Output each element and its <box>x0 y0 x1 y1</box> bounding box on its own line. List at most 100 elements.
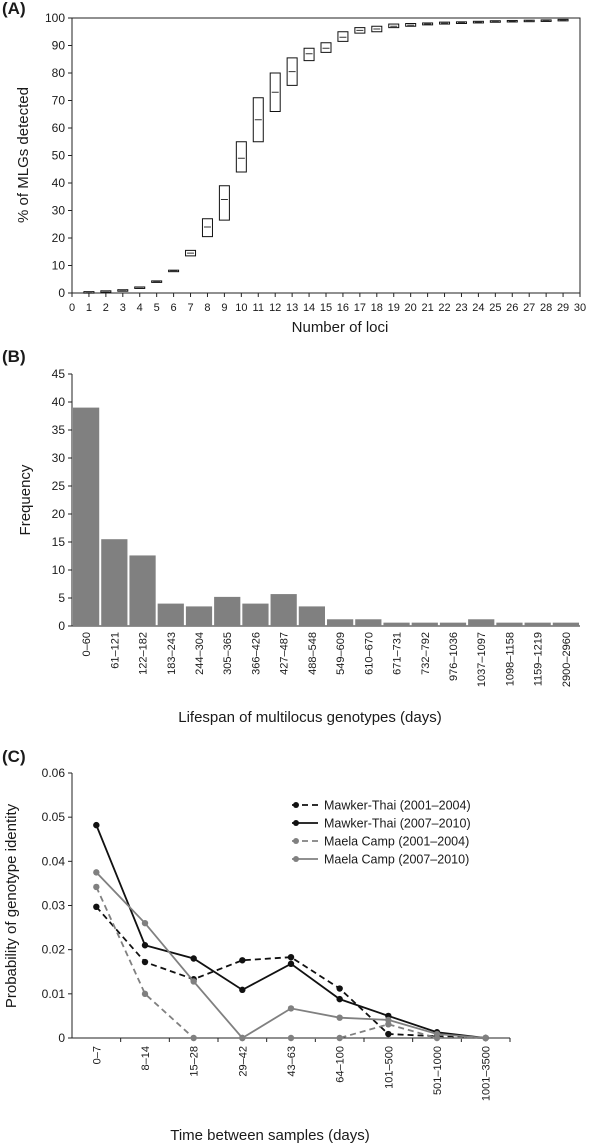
panel-a-box <box>201 218 213 238</box>
panel-b-x-tick-label: 2900–2960 <box>561 632 573 687</box>
panel-a-x-tick-label: 25 <box>489 302 501 314</box>
panel-b-bar <box>524 622 551 626</box>
panel-c-legend-label: Maela Camp (2001–2004) <box>324 835 469 849</box>
panel-b-bar <box>298 606 325 626</box>
panel-a-label: (A) <box>2 0 26 18</box>
panel-a-x-tick-label: 30 <box>574 302 586 314</box>
panel-b-x-tick-label: 366–426 <box>250 632 262 675</box>
panel-c-series-point <box>190 955 197 962</box>
panel-a-y-tick-label: 80 <box>52 66 66 80</box>
panel-a-y-tick-label: 100 <box>45 11 65 25</box>
panel-c-x-tick-label: 501–1000 <box>432 1046 444 1095</box>
panel-b-bar <box>468 619 495 626</box>
panel-c-series-point <box>385 1016 392 1024</box>
panel-b-bar <box>185 606 213 626</box>
panel-b-chart: (B) Lifespan of multilocus genotypes (da… <box>2 347 580 726</box>
panel-b-x-axis-title: Lifespan of multilocus genotypes (days) <box>178 709 441 726</box>
panel-b-label: (B) <box>2 347 26 366</box>
panel-b-x-tick-label: 610–670 <box>363 632 375 675</box>
panel-b-bar <box>439 622 467 626</box>
panel-a-box <box>303 47 315 62</box>
panel-c-legend-label: Maela Camp (2007–2010) <box>324 853 469 867</box>
panel-b-x-tick-label: 732–792 <box>420 632 432 675</box>
panel-a-x-tick-label: 0 <box>69 302 75 314</box>
panel-c-series-point <box>141 919 149 927</box>
panel-c-y-tick-label: 0 <box>58 1031 65 1045</box>
panel-a-y-tick-label: 90 <box>52 39 66 53</box>
panel-a-x-tick-label: 19 <box>388 302 400 314</box>
panel-a-x-tick-label: 16 <box>337 302 349 314</box>
panel-b-bar <box>129 555 156 626</box>
panel-a-y-tick-label: 0 <box>58 286 65 300</box>
panel-a-y-tick-label: 20 <box>52 231 66 245</box>
panel-a-x-tick-label: 3 <box>120 302 126 314</box>
panel-b-x-tick-label: 1159–1219 <box>533 632 545 686</box>
panel-b-x-tick-label: 1098–1158 <box>504 632 516 686</box>
panel-a-x-tick-label: 29 <box>557 302 569 314</box>
panel-c-y-axis-title: Probability of genotype identity <box>3 803 20 1008</box>
panel-a-y-tick-label: 70 <box>52 94 66 108</box>
panel-c-x-tick-label: 1001–3500 <box>481 1046 493 1101</box>
panel-a-x-tick-label: 18 <box>371 302 383 314</box>
panel-b-bar <box>411 622 438 626</box>
panel-c-legend-marker <box>293 838 299 844</box>
panel-b-x-tick-label: 305–365 <box>222 632 234 675</box>
panel-b-x-tick-label: 244–304 <box>194 632 206 675</box>
panel-b-x-tick-label: 122–182 <box>138 632 150 675</box>
panel-b-bar <box>157 603 184 626</box>
panel-c-series-point <box>141 990 149 998</box>
panel-c-series-point <box>287 953 295 961</box>
panel-c-series-point <box>287 960 295 967</box>
panel-c-chart: (C) Time between samples (days) Probabil… <box>2 747 511 1144</box>
panel-b-x-tick-label: 427–487 <box>279 632 291 675</box>
panel-a-x-tick-label: 24 <box>472 302 484 314</box>
panel-c-series-point <box>239 986 246 994</box>
panel-a-x-tick-label: 13 <box>286 302 298 314</box>
panel-c-y-tick-label: 0.01 <box>42 987 66 1001</box>
panel-c-series-point <box>433 1030 441 1038</box>
panel-b-y-tick-label: 35 <box>52 423 66 437</box>
panel-a-x-tick-label: 28 <box>540 302 552 314</box>
panel-c-x-tick-label: 15–28 <box>189 1046 201 1077</box>
panel-b-x-tick-label: 549–609 <box>335 632 347 675</box>
panel-c-legend-marker <box>293 802 299 808</box>
panel-a-x-tick-label: 17 <box>354 302 366 314</box>
panel-c-legend-marker <box>293 856 299 862</box>
panel-b-y-tick-label: 25 <box>52 479 66 493</box>
panel-c-series-point <box>336 985 343 992</box>
panel-a-x-tick-label: 7 <box>187 302 193 314</box>
panel-b-bar <box>327 619 354 626</box>
panel-b-x-tick-label: 0–60 <box>81 632 93 656</box>
panel-b-y-tick-label: 15 <box>52 535 66 549</box>
panel-a-x-tick-label: 6 <box>171 302 177 314</box>
panel-c-legend-label: Mawker-Thai (2001–2004) <box>324 799 471 813</box>
panel-c-series-point <box>93 869 100 876</box>
panel-c-series-point <box>336 995 343 1003</box>
panel-a-x-tick-label: 27 <box>523 302 535 314</box>
panel-a-x-tick-label: 1 <box>86 302 92 314</box>
panel-c-x-tick-label: 64–100 <box>335 1046 347 1083</box>
panel-b-y-tick-label: 5 <box>58 591 65 605</box>
panel-c-y-tick-label: 0.06 <box>42 766 66 780</box>
panel-b-y-tick-label: 40 <box>52 395 66 409</box>
panel-b-bar <box>73 407 100 626</box>
panel-a-x-tick-label: 10 <box>235 302 247 314</box>
panel-c-series-point <box>336 1034 343 1042</box>
panel-b-bar <box>552 622 579 626</box>
panel-a-x-tick-label: 12 <box>269 302 281 314</box>
panel-b-x-tick-label: 671–731 <box>392 632 404 675</box>
panel-c-x-axis-title: Time between samples (days) <box>170 1127 370 1144</box>
panel-c-series-point <box>336 1014 343 1021</box>
panel-c-series-point <box>239 1034 246 1042</box>
panel-a-x-tick-label: 26 <box>506 302 518 314</box>
panel-c-x-tick-label: 43–63 <box>286 1046 298 1077</box>
panel-c-series-point <box>385 1021 392 1028</box>
panel-c-series-point <box>190 1034 197 1042</box>
panel-c-y-tick-label: 0.05 <box>42 810 66 824</box>
panel-c-series-point <box>93 883 100 891</box>
panel-c-y-tick-label: 0.03 <box>42 899 66 913</box>
panel-c-series-point <box>287 1034 295 1042</box>
panel-c-series-point <box>287 1005 295 1012</box>
panel-a-x-tick-label: 15 <box>320 302 332 314</box>
